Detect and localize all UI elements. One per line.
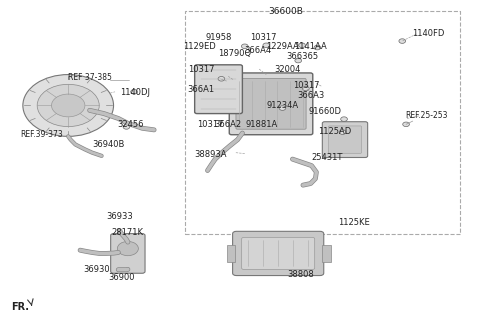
Text: 10317: 10317 [294,81,320,91]
Circle shape [117,241,138,256]
Text: 91234A: 91234A [267,101,299,110]
Text: REF 37-385: REF 37-385 [68,73,112,82]
Circle shape [218,76,225,81]
Text: REF.39-373: REF.39-373 [21,130,63,139]
Text: 10317: 10317 [250,33,276,42]
Text: 366A3: 366A3 [297,91,324,100]
Text: 366A4: 366A4 [245,46,272,55]
FancyBboxPatch shape [111,234,145,273]
Circle shape [263,43,270,48]
Text: 1125KE: 1125KE [338,218,370,227]
Text: 1140DJ: 1140DJ [120,88,150,97]
Circle shape [241,44,248,49]
Text: 38808: 38808 [288,270,314,279]
Text: 36900: 36900 [108,273,135,282]
Text: 36933: 36933 [107,212,133,220]
Text: 366365: 366365 [286,52,318,61]
Circle shape [279,106,286,110]
FancyBboxPatch shape [241,237,315,269]
Text: 36930: 36930 [84,265,110,274]
Text: REF.25-253: REF.25-253 [405,111,447,120]
Text: 1140FD: 1140FD [412,30,444,38]
Text: 1129ED: 1129ED [183,42,216,51]
Text: 18790Q: 18790Q [218,49,251,58]
FancyBboxPatch shape [323,122,368,157]
Text: 366A1: 366A1 [187,85,215,94]
Text: 36940B: 36940B [93,140,125,149]
Text: 91660D: 91660D [309,108,341,116]
Circle shape [302,86,309,91]
Text: 1229AA: 1229AA [265,42,299,51]
Text: 91958: 91958 [205,33,232,42]
Text: 32004: 32004 [275,65,301,74]
Circle shape [123,125,130,129]
Text: 91881A: 91881A [245,120,277,130]
Circle shape [339,130,346,134]
FancyBboxPatch shape [195,65,242,113]
Circle shape [341,117,348,121]
Bar [185,11,459,234]
Circle shape [299,43,305,48]
Text: 32456: 32456 [117,120,144,130]
Circle shape [23,74,114,136]
Text: 10317: 10317 [188,65,214,74]
Text: FR.: FR. [12,302,29,312]
Circle shape [399,39,406,43]
Circle shape [314,45,321,50]
Text: 38893A: 38893A [194,150,227,159]
FancyBboxPatch shape [236,78,306,129]
Text: 36600B: 36600B [268,7,303,16]
Text: 366A2: 366A2 [215,120,241,130]
Circle shape [295,58,301,63]
Circle shape [403,122,409,127]
Text: 25431T: 25431T [311,153,343,162]
FancyBboxPatch shape [229,73,313,135]
Circle shape [131,90,137,94]
Circle shape [37,84,99,127]
FancyBboxPatch shape [233,231,324,276]
Bar [323,245,331,261]
Text: 1125AD: 1125AD [318,127,351,136]
Text: 28171K: 28171K [112,228,144,237]
Text: 10317: 10317 [197,120,224,130]
FancyBboxPatch shape [328,126,361,153]
Text: 1141AA: 1141AA [294,42,327,51]
Bar [227,245,236,261]
Circle shape [51,94,85,117]
